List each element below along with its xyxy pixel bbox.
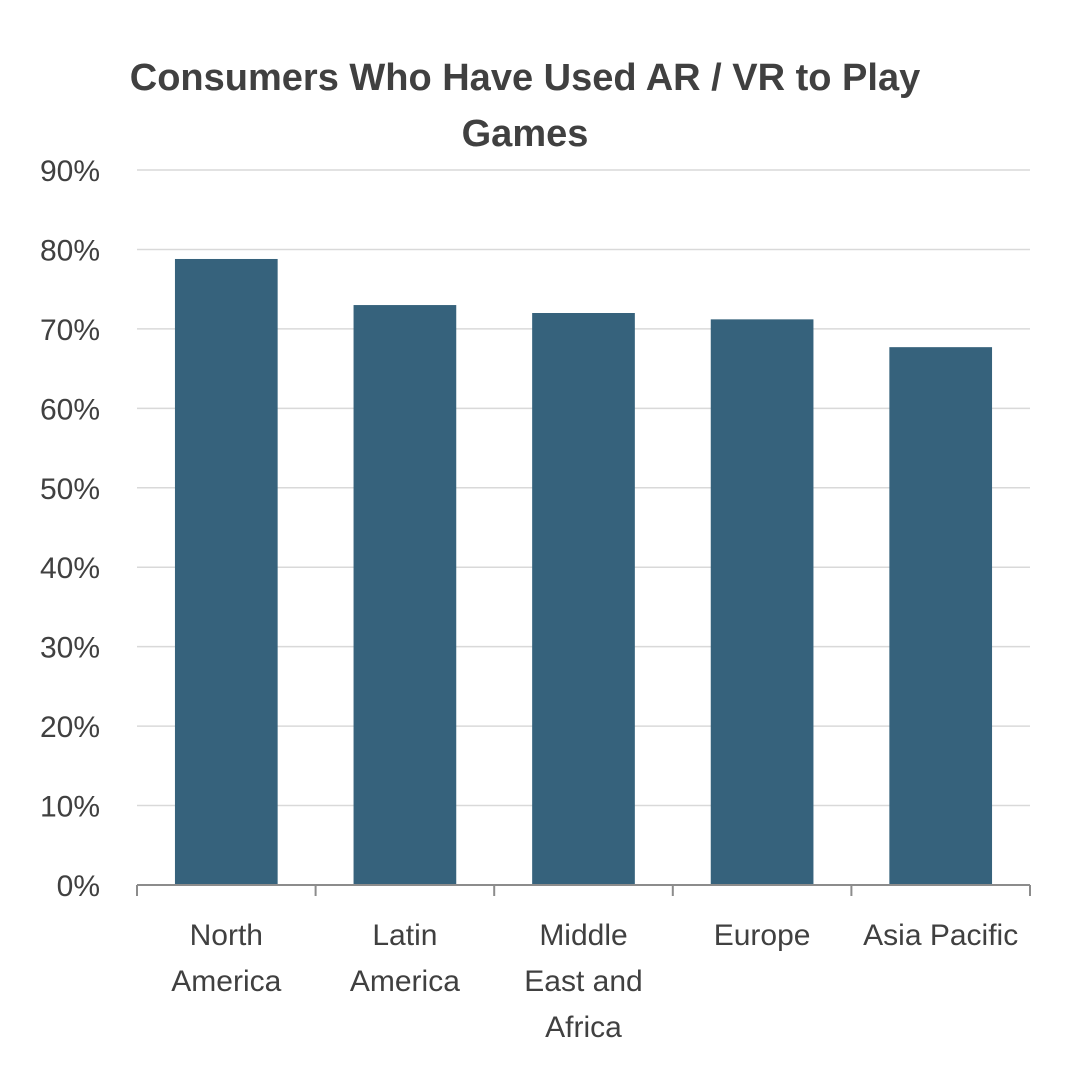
bar xyxy=(532,313,635,885)
y-axis-tick-labels: 0% 10% 20% 30% 40% 50% 60% 70% 80% 90% xyxy=(40,155,100,903)
x-category-label: North America xyxy=(171,919,281,998)
x-axis-category-labels: North America Latin America Middle East and Af… xyxy=(171,919,1018,1044)
x-category-label: Latin America xyxy=(350,919,460,998)
y-tick-label: 70% xyxy=(40,314,100,347)
bar xyxy=(710,319,814,885)
y-tick-label: 30% xyxy=(40,632,100,665)
x-category-label-line: Latin xyxy=(372,919,437,952)
x-category-label-line: Europe xyxy=(714,919,811,952)
x-category-label-line: Middle xyxy=(539,919,627,952)
chart-title-line-2: Games xyxy=(462,113,589,155)
y-tick-label: 40% xyxy=(40,552,100,585)
y-tick-label: 10% xyxy=(40,791,100,824)
x-category-label: Europe xyxy=(714,919,811,952)
y-tick-label: 80% xyxy=(40,234,100,267)
bar xyxy=(174,258,278,885)
x-category-label-line: America xyxy=(171,965,281,998)
x-category-label-line: North xyxy=(190,919,263,952)
x-category-label-line: East and xyxy=(524,965,642,998)
x-category-label-line: America xyxy=(350,965,460,998)
y-tick-label: 50% xyxy=(40,473,100,506)
x-category-label: Asia Pacific xyxy=(863,919,1018,952)
chart-title: Consumers Who Have Used AR / VR to Play … xyxy=(130,57,920,155)
y-tick-label: 0% xyxy=(57,870,100,903)
bar xyxy=(889,347,993,885)
chart-title-line-1: Consumers Who Have Used AR / VR to Play xyxy=(130,57,920,99)
y-tick-label: 90% xyxy=(40,155,100,188)
bar xyxy=(353,305,457,885)
y-tick-label: 20% xyxy=(40,711,100,744)
x-category-label-line: Africa xyxy=(545,1011,622,1044)
x-category-label: Middle East and Africa xyxy=(524,919,642,1044)
bars xyxy=(174,258,993,885)
x-axis xyxy=(136,884,1031,896)
y-tick-label: 60% xyxy=(40,393,100,426)
x-category-label-line: Asia Pacific xyxy=(863,919,1018,952)
